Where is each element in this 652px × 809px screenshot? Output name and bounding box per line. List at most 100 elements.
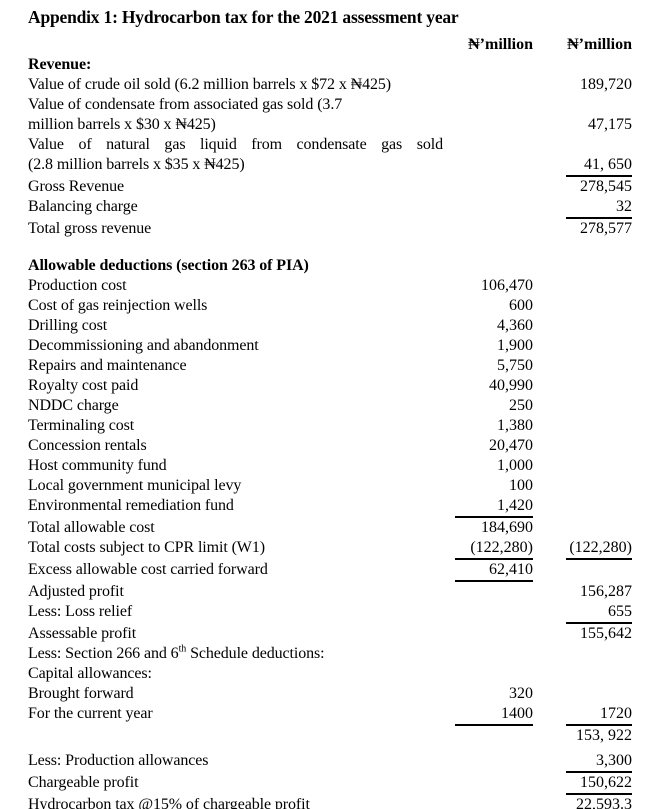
amount-c2 bbox=[545, 276, 632, 296]
table-row: Capital allowances: bbox=[28, 664, 632, 684]
table-row: Assessable profit 155,642 bbox=[28, 624, 632, 644]
table-row: NDDC charge 250 bbox=[28, 396, 632, 416]
table-row: Host community fund 1,000 bbox=[28, 456, 632, 476]
row-label: NDDC charge bbox=[28, 397, 119, 414]
amount-c1: 1,420 bbox=[449, 496, 533, 518]
amount-value: 1,000 bbox=[497, 457, 533, 474]
row-label: Chargeable profit bbox=[28, 774, 139, 791]
row-label-superscript: th bbox=[178, 643, 187, 655]
table-row: Total gross revenue 278,577 bbox=[28, 219, 632, 239]
amount-value: 4,360 bbox=[497, 317, 533, 334]
row-label: Hydrocarbon tax @15% of chargeable profi… bbox=[28, 796, 310, 809]
amount-c1 bbox=[449, 256, 533, 276]
amount-c1 bbox=[449, 55, 533, 75]
amount-c2 bbox=[545, 644, 632, 664]
amount-c1 bbox=[449, 197, 533, 219]
row-label: Balancing charge bbox=[28, 198, 138, 215]
amount-c1: 600 bbox=[449, 296, 533, 316]
col2-header: ₦’million bbox=[567, 36, 632, 53]
table-row: Adjusted profit 156,287 bbox=[28, 582, 632, 602]
page-title: Appendix 1: Hydrocarbon tax for the 2021… bbox=[28, 7, 459, 27]
amount-c2: 189,720 bbox=[545, 75, 632, 95]
amount-value: 278,577 bbox=[580, 220, 632, 237]
amount-value: 184,690 bbox=[481, 519, 533, 536]
row-label: Drilling cost bbox=[28, 317, 108, 334]
table-row: (2.8 million barrels x $35 x ₦425) 41, 65… bbox=[28, 155, 632, 177]
amount-c2: (122,280) bbox=[545, 538, 632, 560]
amount-value: 250 bbox=[509, 397, 533, 414]
amount-c1 bbox=[449, 795, 533, 809]
table-row: Less: Section 266 and 6th Schedule deduc… bbox=[28, 644, 632, 664]
row-label: Gross Revenue bbox=[28, 178, 125, 195]
column-header-spacer bbox=[28, 35, 449, 55]
row-label: Repairs and maintenance bbox=[28, 357, 187, 374]
amount-c2 bbox=[545, 518, 632, 538]
amount-value-underlined: 62,410 bbox=[455, 560, 533, 582]
amount-c2 bbox=[545, 95, 632, 115]
amount-c1 bbox=[449, 624, 533, 644]
table-row: Concession rentals 20,470 bbox=[28, 436, 632, 456]
row-label: Total allowable cost bbox=[28, 519, 155, 536]
amount-c1 bbox=[449, 644, 533, 664]
amount-value: 278,545 bbox=[580, 178, 632, 195]
row-label: Total costs subject to CPR limit (W1) bbox=[28, 539, 265, 556]
row-label: million barrels x $30 x ₦425) bbox=[28, 116, 216, 133]
table-row: Royalty cost paid 40,990 bbox=[28, 376, 632, 396]
amount-value: 153, 922 bbox=[576, 727, 632, 744]
amount-c2 bbox=[545, 560, 632, 582]
row-label: Value of natural gas liquid from condens… bbox=[28, 136, 443, 153]
row-label: Decommissioning and abandonment bbox=[28, 337, 259, 354]
amount-c2 bbox=[545, 55, 632, 75]
amount-c1: 106,470 bbox=[449, 276, 533, 296]
table-row: Excess allowable cost carried forward 62,… bbox=[28, 560, 632, 582]
amount-c2: 155,642 bbox=[545, 624, 632, 644]
amount-c1: 20,470 bbox=[449, 436, 533, 456]
amount-c2 bbox=[545, 684, 632, 704]
amount-c2: 278,545 bbox=[545, 177, 632, 197]
amount-c2 bbox=[545, 135, 632, 155]
row-label-part: Less: Section 266 and 6 bbox=[28, 645, 179, 662]
row-label: Capital allowances: bbox=[28, 665, 152, 682]
amount-c1: 100 bbox=[449, 476, 533, 496]
amount-c1 bbox=[449, 115, 533, 135]
amount-c1 bbox=[449, 155, 533, 177]
row-label: Cost of gas reinjection wells bbox=[28, 297, 208, 314]
row-label: Assessable profit bbox=[28, 625, 137, 642]
amount-c1 bbox=[449, 95, 533, 115]
amount-c1: 184,690 bbox=[449, 518, 533, 538]
amount-c2: 47,175 bbox=[545, 115, 632, 135]
amount-c1: 40,990 bbox=[449, 376, 533, 396]
amount-c2 bbox=[545, 476, 632, 496]
table-row: Repairs and maintenance 5,750 bbox=[28, 356, 632, 376]
amount-c2 bbox=[545, 496, 632, 518]
row-label: Excess allowable cost carried forward bbox=[28, 561, 268, 578]
amount-c1 bbox=[449, 582, 533, 602]
amount-c2: 1720 bbox=[545, 704, 632, 726]
amount-value: 156,287 bbox=[580, 583, 632, 600]
amount-c2: 655 bbox=[545, 602, 632, 624]
amount-c1: 1,900 bbox=[449, 336, 533, 356]
amount-c2: 156,287 bbox=[545, 582, 632, 602]
amount-value: 1,900 bbox=[497, 337, 533, 354]
table-row: Allowable deductions (section 263 of PIA… bbox=[28, 256, 632, 276]
amount-value: 1,380 bbox=[497, 417, 533, 434]
amount-c2 bbox=[545, 664, 632, 684]
amount-c2 bbox=[545, 336, 632, 356]
amount-c1 bbox=[449, 664, 533, 684]
amount-c1: (122,280) bbox=[449, 538, 533, 560]
row-label: Royalty cost paid bbox=[28, 377, 139, 394]
amount-c1 bbox=[449, 135, 533, 155]
amount-c1 bbox=[449, 219, 533, 239]
table-row: Local government municipal levy 100 bbox=[28, 476, 632, 496]
table-row: Balancing charge 32 bbox=[28, 197, 632, 219]
amount-value-underlined: 655 bbox=[566, 602, 632, 624]
table-row: For the current year 1400 1720 bbox=[28, 704, 632, 726]
row-label: Brought forward bbox=[28, 685, 134, 702]
amount-c1 bbox=[449, 602, 533, 624]
table-row: 153, 922 bbox=[28, 726, 632, 746]
statement-rows: Revenue: Value of crude oil sold (6.2 mil… bbox=[28, 55, 632, 809]
row-label: (2.8 million barrels x $35 x ₦425) bbox=[28, 156, 245, 173]
table-row: Less: Production allowances 3,300 bbox=[28, 751, 632, 773]
amount-c2: 150,622 bbox=[545, 773, 632, 795]
